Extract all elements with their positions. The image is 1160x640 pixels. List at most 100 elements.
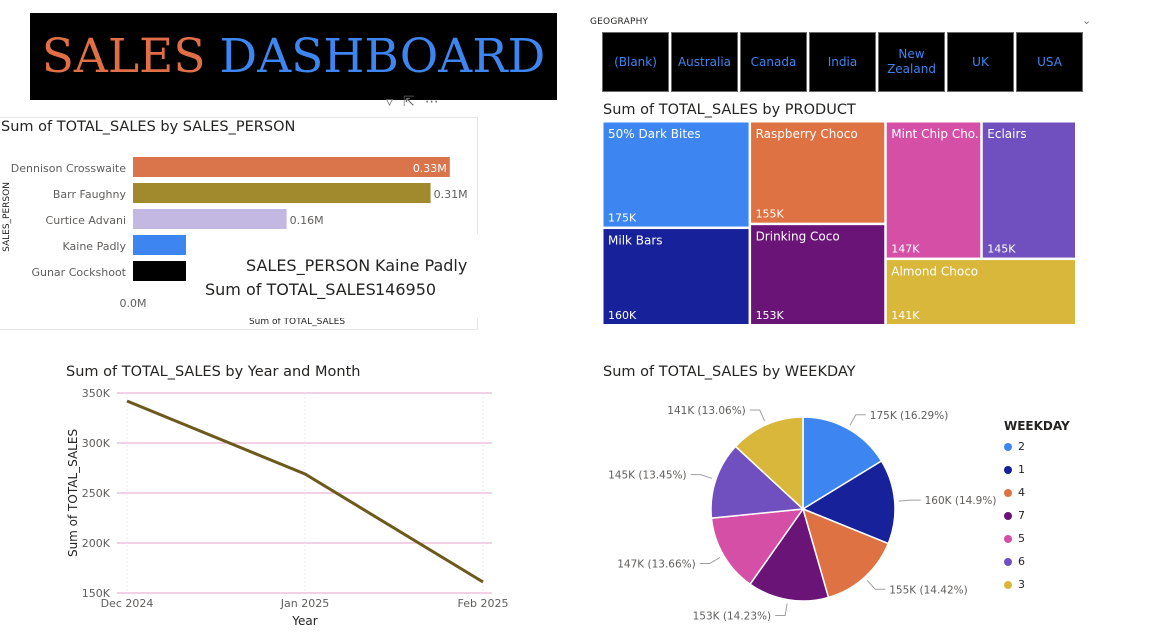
sales-person-tooltip: SALES_PERSON Kaine Padly Sum of TOTAL_SA… [186, 234, 478, 318]
bar [133, 183, 431, 203]
x-tick-label: Dec 2024 [101, 597, 154, 610]
dashboard-title-word2: DASHBOARD [219, 29, 546, 84]
y-axis-label: Sum of TOTAL_SALES [66, 429, 80, 557]
x-axis-label: Sum of TOTAL_SALES [249, 317, 345, 327]
filter-icon[interactable]: ▿ [386, 94, 404, 110]
treemap-tile [602, 228, 750, 325]
legend-label: 4 [1018, 486, 1025, 499]
weekday-legend-title: WEEKDAY [1004, 419, 1070, 433]
year-month-line-chart: 150K 200K 250K 300K 350K Dec 2024 Jan 2025 Feb … [66, 387, 509, 628]
data-label: 0.16M [290, 214, 324, 227]
legend-marker [1004, 465, 1012, 474]
pie-slice [802, 416, 883, 511]
treemap-value-label: 175K [608, 212, 637, 225]
y-tick-label: Gunar Cockshoot [31, 266, 126, 279]
geography-option[interactable]: (Blank) [602, 32, 669, 92]
tooltip-label-2: Sum of TOTAL_SALES [205, 280, 376, 299]
pie-leader-line [749, 409, 766, 422]
legend-marker [1004, 511, 1012, 520]
treemap-value-label: 147K [891, 243, 920, 256]
legend-item[interactable]: 2 [1004, 440, 1025, 453]
geography-option[interactable]: UK [947, 32, 1014, 92]
pie-slice [801, 507, 890, 599]
weekday-chart-title: Sum of TOTAL_SALES by WEEKDAY [603, 364, 856, 380]
legend-item[interactable]: 3 [1004, 578, 1025, 591]
pie-data-label: 155K (14.42%) [889, 584, 968, 596]
pie-leader-line [849, 414, 866, 426]
pie-leader-line [898, 499, 921, 502]
geography-option[interactable]: India [809, 32, 876, 92]
y-tick-label: 200K [82, 537, 111, 550]
pie-leader-line [866, 580, 886, 590]
y-tick-label: Barr Faughny [53, 188, 127, 201]
pie-leader-line [690, 474, 713, 479]
treemap-tile-label: Milk Bars [608, 234, 663, 248]
y-tick-label: 300K [82, 437, 111, 450]
geography-option[interactable]: Canada [740, 32, 807, 92]
year-month-chart-title: Sum of TOTAL_SALES by Year and Month [66, 364, 361, 380]
legend-item[interactable]: 1 [1004, 463, 1025, 476]
pie-data-label: 147K (13.66%) [617, 558, 696, 570]
treemap-tile [750, 121, 886, 224]
legend-item[interactable]: 4 [1004, 486, 1025, 499]
focus-mode-icon[interactable]: ⇱ [403, 94, 425, 110]
product-treemap: 50% Dark Bites 175K Milk Bars 160K Raspberry… [602, 121, 1076, 325]
treemap-value-label: 153K [756, 309, 785, 322]
legend-marker [1004, 442, 1012, 451]
legend-label: 1 [1018, 463, 1025, 476]
y-tick-label: 250K [82, 487, 111, 500]
geography-option[interactable]: New Zealand [878, 32, 945, 92]
pie-data-label: 160K (14.9%) [925, 495, 997, 507]
y-tick-label: Dennison Crosswaite [11, 162, 126, 175]
pie-leader-line [775, 603, 788, 617]
tooltip-label-1: SALES_PERSON [246, 256, 371, 275]
treemap-tile [885, 259, 1076, 325]
pie-slice [734, 416, 804, 511]
visual-header-toolbar: ▿⇱⋯ [386, 94, 449, 110]
x-tick-label: Feb 2025 [458, 597, 509, 610]
product-chart-title: Sum of TOTAL_SALES by PRODUCT [603, 102, 856, 118]
legend-marker [1004, 580, 1012, 589]
geography-slicer-label: GEOGRAPHY [590, 17, 649, 27]
treemap-tile [602, 121, 750, 228]
pie-data-label: 153K (14.23%) [693, 611, 772, 623]
legend-marker [1004, 557, 1012, 566]
x-tick-label: Jan 2025 [280, 597, 329, 610]
geography-option[interactable]: USA [1016, 32, 1083, 92]
y-tick-label: Kaine Padly [63, 240, 127, 253]
bar [133, 209, 287, 229]
pie-data-label: 145K (13.45%) [608, 470, 687, 482]
treemap-tile [885, 121, 982, 259]
pie-slice [749, 507, 830, 602]
y-axis-label: SALES_PERSON [2, 182, 12, 252]
legend-label: 6 [1018, 555, 1025, 568]
sales-person-panel [0, 117, 478, 330]
treemap-value-label: 141K [891, 309, 920, 322]
pie-slice [710, 445, 805, 519]
treemap-tile-label: Drinking Coco [756, 230, 840, 244]
series-line [126, 399, 484, 584]
treemap-tile-label: 50% Dark Bites [608, 127, 701, 141]
treemap-tile-label: Almond Choco [891, 265, 978, 279]
more-options-icon[interactable]: ⋯ [424, 94, 449, 110]
data-label: 0.31M [434, 188, 468, 201]
legend-label: 5 [1018, 532, 1025, 545]
legend-item[interactable]: 6 [1004, 555, 1025, 568]
chevron-down-icon[interactable]: ⌄ [1082, 14, 1092, 27]
pie-data-label: 175K (16.29%) [870, 410, 949, 422]
pie-slice [801, 459, 896, 545]
legend-label: 7 [1018, 509, 1025, 522]
geography-option[interactable]: Australia [671, 32, 738, 92]
treemap-value-label: 160K [608, 309, 637, 322]
legend-item[interactable]: 5 [1004, 532, 1025, 545]
pie-data-label: 141K (13.06%) [667, 405, 746, 417]
treemap-tile-label: Mint Chip Cho... [891, 127, 986, 141]
x-tick-label: 0.0M [120, 297, 147, 310]
pie-leader-line [699, 556, 721, 564]
y-tick-label: Curtice Advani [46, 214, 126, 227]
legend-marker [1004, 534, 1012, 543]
tooltip-value-2: 146950 [375, 280, 437, 299]
legend-item[interactable]: 7 [1004, 509, 1025, 522]
y-tick-label: 150K [82, 587, 111, 600]
data-label: 0.33M [413, 162, 447, 175]
